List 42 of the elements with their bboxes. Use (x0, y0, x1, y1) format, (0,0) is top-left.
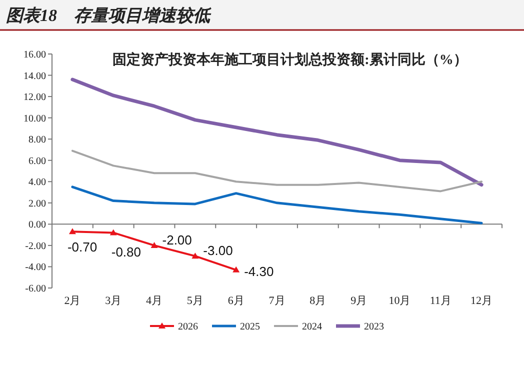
y-tick-label: 12.00 (24, 92, 46, 104)
x-tick-label: 10月 (388, 295, 411, 307)
legend-label: 2023 (364, 322, 384, 332)
x-tick-label: 3月 (105, 295, 122, 307)
data-label: -0.70 (67, 240, 98, 255)
point (110, 229, 117, 236)
data-label: -2.00 (162, 232, 192, 248)
line-series (70, 78, 484, 187)
line-series (71, 186, 483, 224)
data-label: -0.80 (111, 244, 142, 260)
y-tick-label: 8.00 (28, 134, 46, 146)
chart-subtitle: 固定资产投资本年施工项目计划总投资额:累计同比（%） (112, 51, 468, 68)
data-label: -3.00 (203, 243, 233, 258)
legend-label: 2025 (240, 322, 260, 332)
x-tick-label: 6月 (228, 295, 244, 307)
y-tick-label: 2.00 (28, 198, 46, 210)
x-tick-label: 12月 (470, 295, 493, 307)
legend-label: 2026 (178, 322, 198, 332)
y-tick-label: -4.00 (25, 262, 46, 274)
chart-title: 图表18 存量项目增速较低 (6, 6, 212, 25)
point (68, 228, 76, 234)
y-tick-label: 6.00 (28, 156, 46, 167)
x-tick-label: 4月 (146, 295, 163, 307)
y-tick-label: 0.00 (28, 220, 46, 231)
x-tick-label: 2月 (64, 295, 81, 307)
y-tick-label: 4.00 (28, 177, 46, 188)
x-tick-label: 5月 (186, 295, 204, 307)
x-tick-label: 9月 (350, 295, 368, 307)
point (150, 242, 158, 248)
y-tick-label: 10.00 (24, 113, 46, 124)
x-tick-label: 7月 (268, 295, 286, 307)
point (192, 252, 199, 259)
x-tick-label: 11月 (430, 295, 452, 307)
line-series (71, 150, 483, 192)
legend-label: 2024 (302, 322, 322, 332)
y-tick-label: -2.00 (25, 240, 46, 252)
point (232, 266, 240, 272)
y-tick-label: 14.00 (24, 70, 46, 82)
y-tick-label: 16.00 (24, 50, 46, 60)
y-tick-label: -6.00 (25, 284, 46, 294)
data-label: -4.30 (244, 264, 274, 279)
x-tick-label: 8月 (310, 295, 326, 307)
